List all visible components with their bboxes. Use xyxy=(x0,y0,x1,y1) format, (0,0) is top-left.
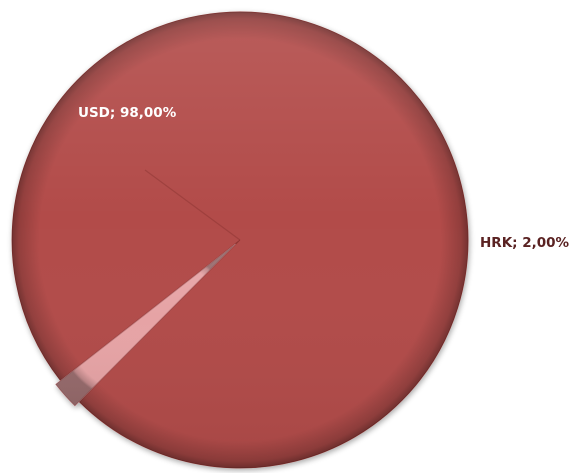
slice-label-usd: USD; 98,00% xyxy=(78,105,177,121)
pie-slice-highlight-usd xyxy=(12,12,469,469)
slice-label-hrk: HRK; 2,00% xyxy=(480,235,570,251)
pie-slice-highlight-hrk xyxy=(55,243,236,406)
pie-crease-line xyxy=(144,169,241,241)
